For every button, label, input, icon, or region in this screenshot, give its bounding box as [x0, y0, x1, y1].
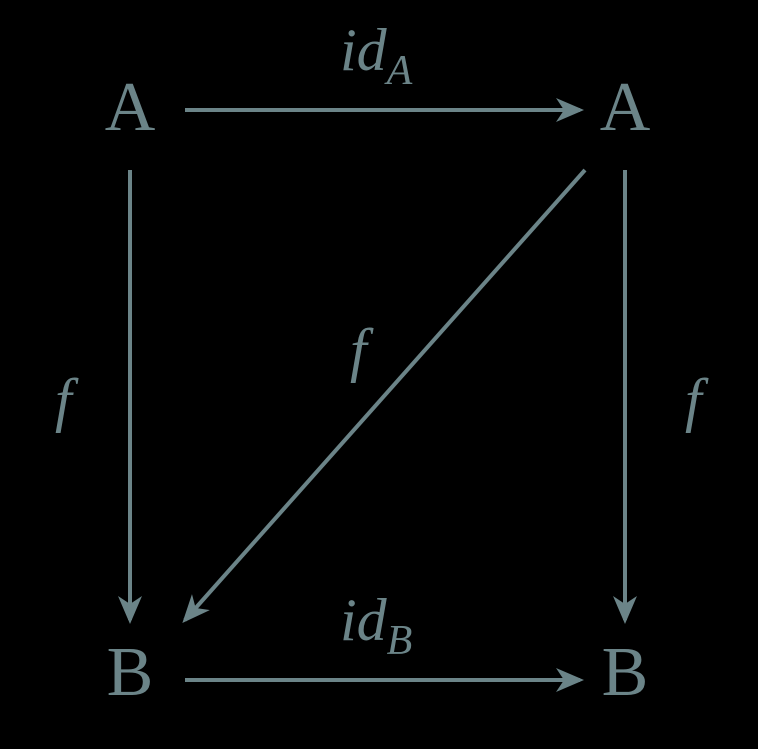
node-b-bottom-right: B: [602, 634, 649, 711]
label-f-diag: f: [350, 317, 374, 383]
commutative-diagram: A A B B idA idB f f f: [0, 0, 758, 749]
node-a-top-left: A: [105, 69, 156, 146]
node-a-top-right: A: [600, 69, 651, 146]
arrow-f-diag: [185, 170, 585, 620]
label-id-b: idB: [340, 587, 412, 664]
node-b-bottom-left: B: [107, 634, 154, 711]
label-id-a: idA: [340, 17, 413, 94]
label-f-right: f: [685, 367, 709, 433]
label-f-left: f: [55, 367, 79, 433]
